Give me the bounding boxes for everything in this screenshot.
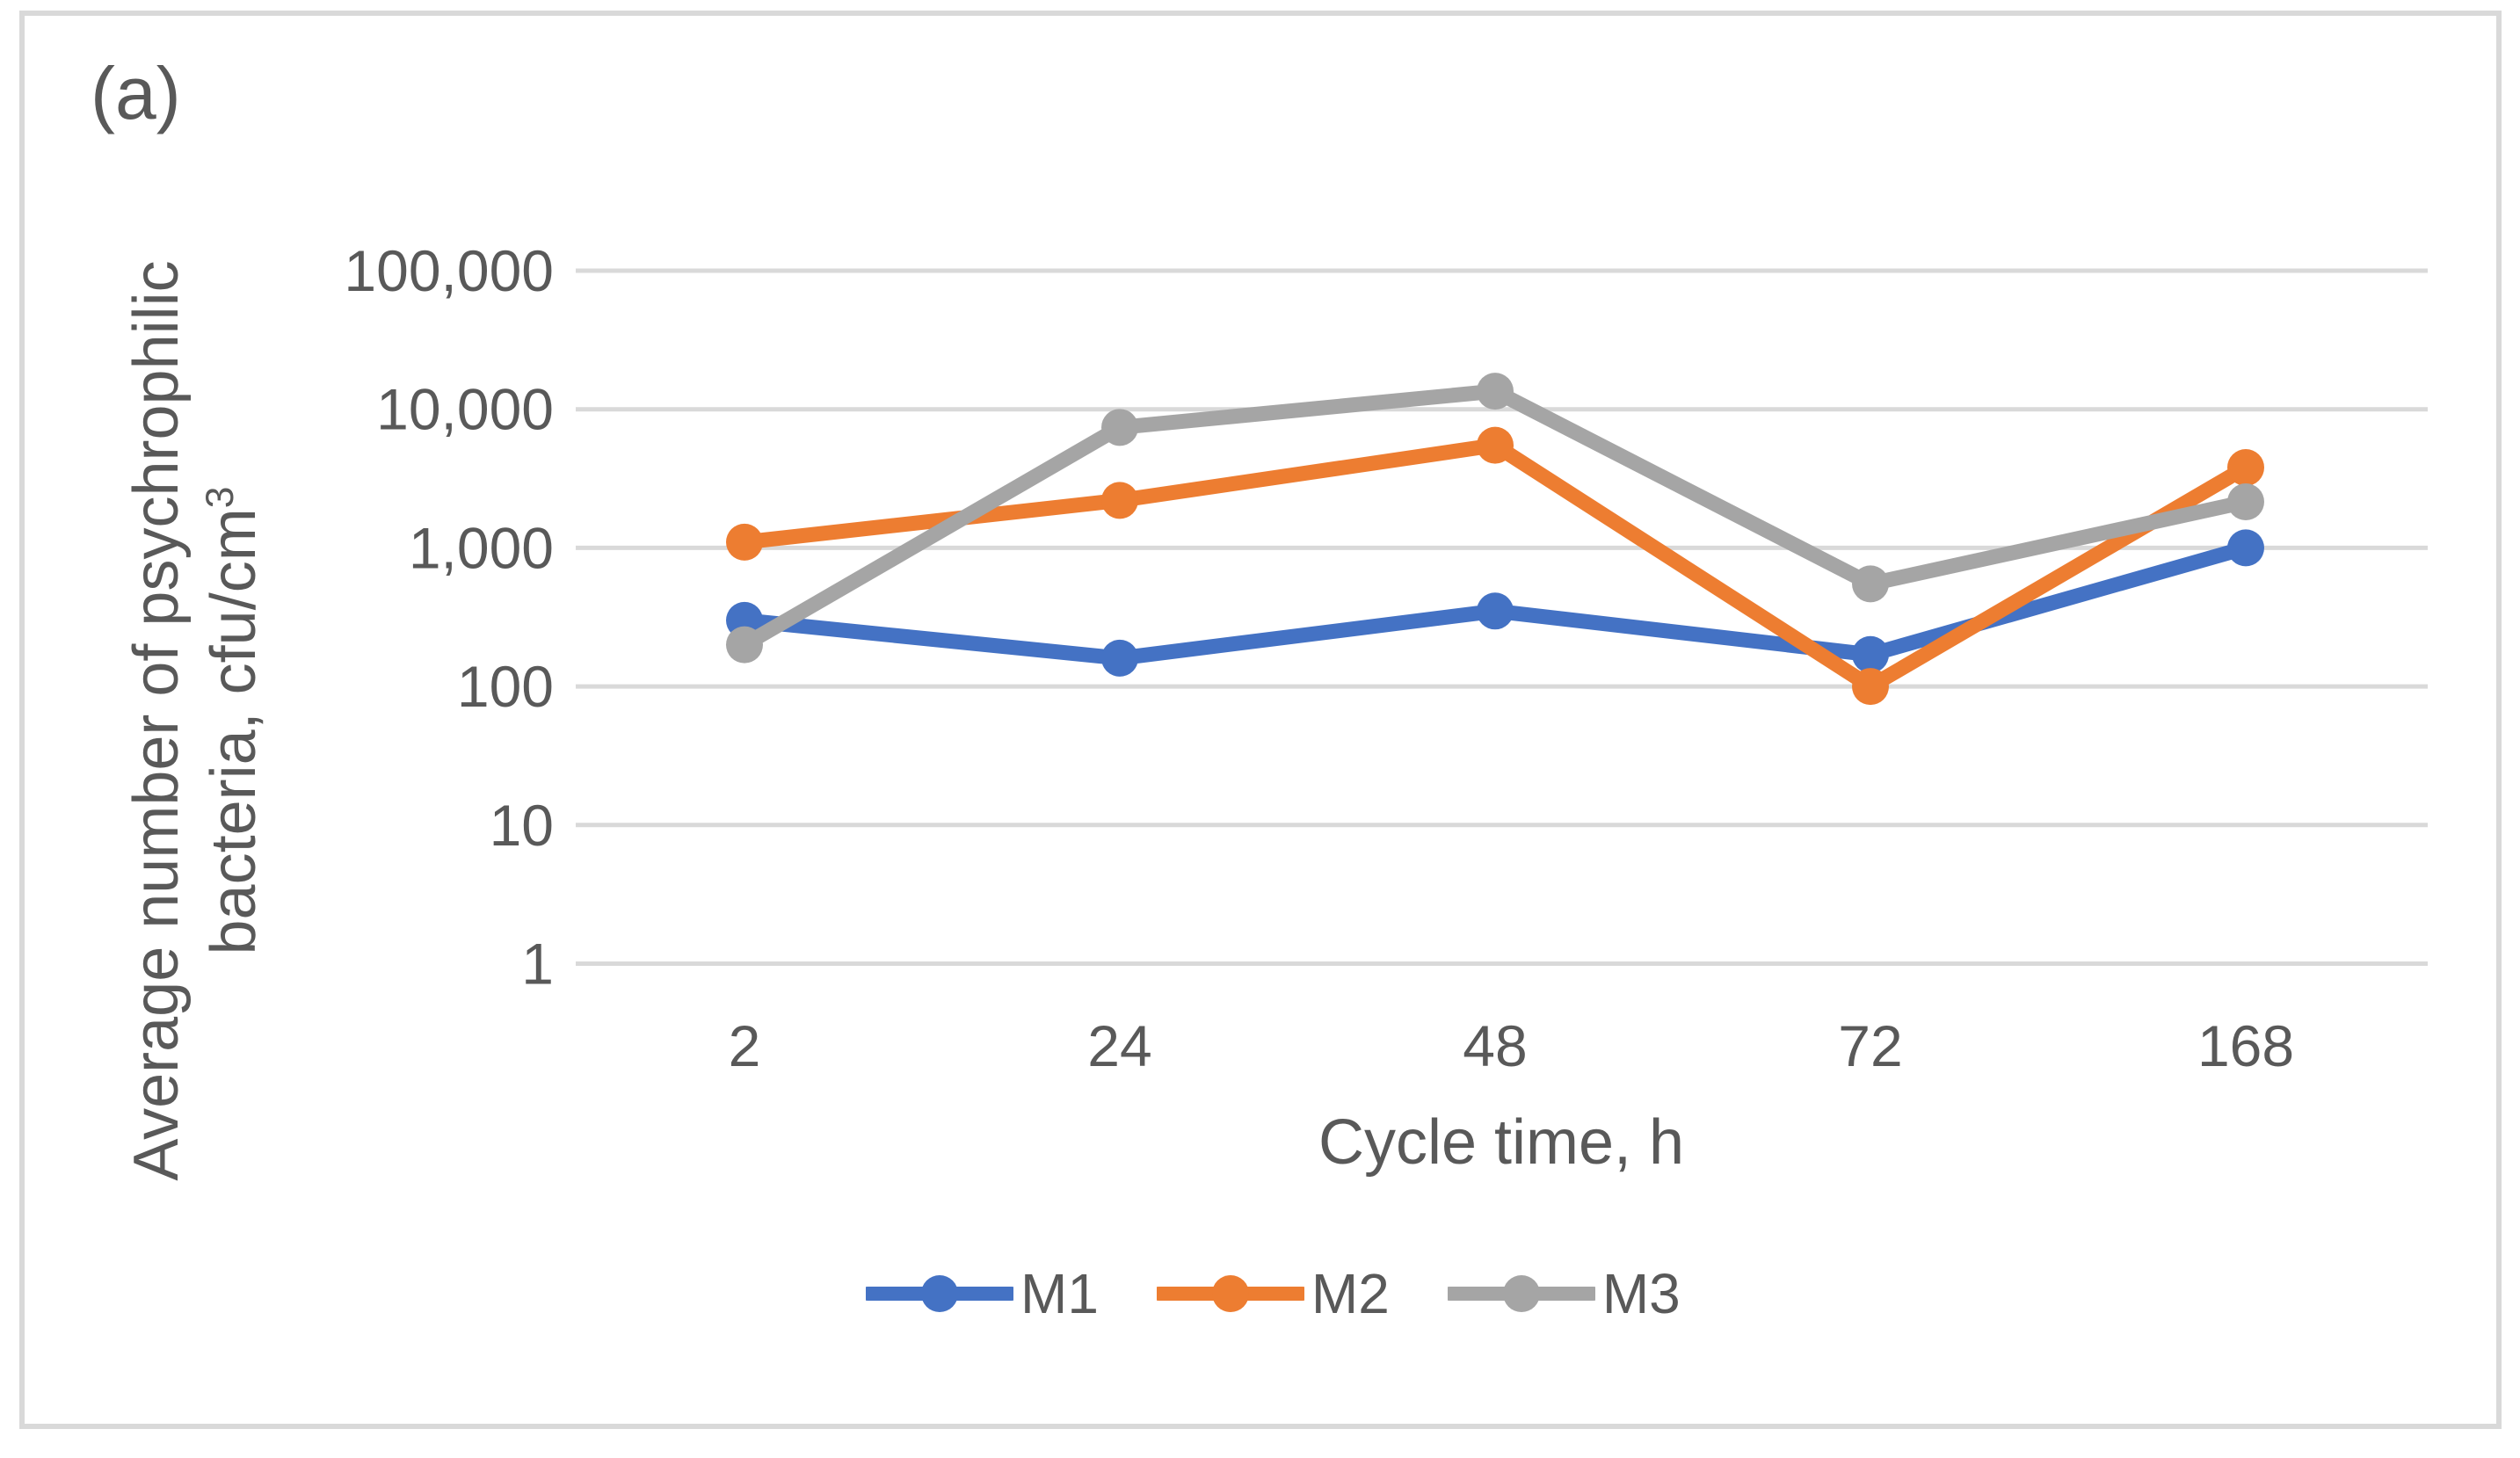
data-point-M1-24 xyxy=(1101,639,1138,677)
y-axis-title-superscript: 3 xyxy=(199,486,242,509)
y-axis-title-line2: bacteria, cfu/cm xyxy=(199,508,269,955)
data-point-M2-48 xyxy=(1477,426,1514,464)
data-point-M2-2 xyxy=(726,523,763,561)
legend-marker xyxy=(1211,1275,1249,1312)
x-axis-tick-label: 48 xyxy=(1463,1013,1527,1078)
data-point-M3-168 xyxy=(2227,482,2264,520)
legend-marker xyxy=(921,1275,958,1312)
data-point-M2-72 xyxy=(1852,668,1889,706)
y-axis-tick-label: 1,000 xyxy=(409,515,554,580)
legend-label-M2: M2 xyxy=(1311,1262,1390,1325)
legend-item-M3: M3 xyxy=(1447,1261,1681,1326)
data-point-M2-24 xyxy=(1101,482,1138,519)
y-axis-tick-label: 100,000 xyxy=(344,238,554,303)
data-point-M3-72 xyxy=(1852,565,1889,603)
legend-label-M1: M1 xyxy=(1020,1262,1099,1325)
data-point-M3-48 xyxy=(1477,373,1514,410)
y-axis-tick-label: 100 xyxy=(457,654,554,719)
data-point-M1-168 xyxy=(2227,529,2264,567)
legend-swatch-icon xyxy=(1447,1275,1595,1312)
x-axis-tick-label: 2 xyxy=(729,1013,761,1078)
x-axis-tick-label: 72 xyxy=(1838,1013,1902,1078)
y-axis-title-line1: Average number of psychrophilic xyxy=(121,260,192,1181)
y-axis-title: Average number of psychrophilic bacteria,… xyxy=(119,260,273,1180)
legend-item-M1: M1 xyxy=(866,1261,1099,1326)
data-point-M1-48 xyxy=(1477,592,1514,630)
y-axis-tick-label: 10,000 xyxy=(376,377,554,442)
y-axis-tick-label: 10 xyxy=(490,793,554,858)
legend-marker xyxy=(1502,1275,1540,1312)
legend-label-M3: M3 xyxy=(1601,1262,1681,1325)
legend: M1 M2 M3 xyxy=(866,1261,1681,1326)
data-point-M3-24 xyxy=(1101,409,1138,446)
x-axis-title: Cycle time, h xyxy=(1318,1107,1685,1178)
x-axis-tick-label: 24 xyxy=(1087,1013,1151,1078)
data-point-M2-168 xyxy=(2227,448,2264,486)
legend-swatch-icon xyxy=(1156,1275,1304,1312)
x-axis-tick-label: 168 xyxy=(2197,1013,2294,1078)
figure-border xyxy=(19,11,2502,1429)
legend-item-M2: M2 xyxy=(1156,1261,1390,1326)
panel-label: (a) xyxy=(91,52,181,134)
y-axis-tick-label: 1 xyxy=(521,932,554,997)
legend-swatch-icon xyxy=(866,1275,1013,1312)
data-point-M3-2 xyxy=(726,626,763,664)
data-point-M1-72 xyxy=(1852,635,1889,673)
